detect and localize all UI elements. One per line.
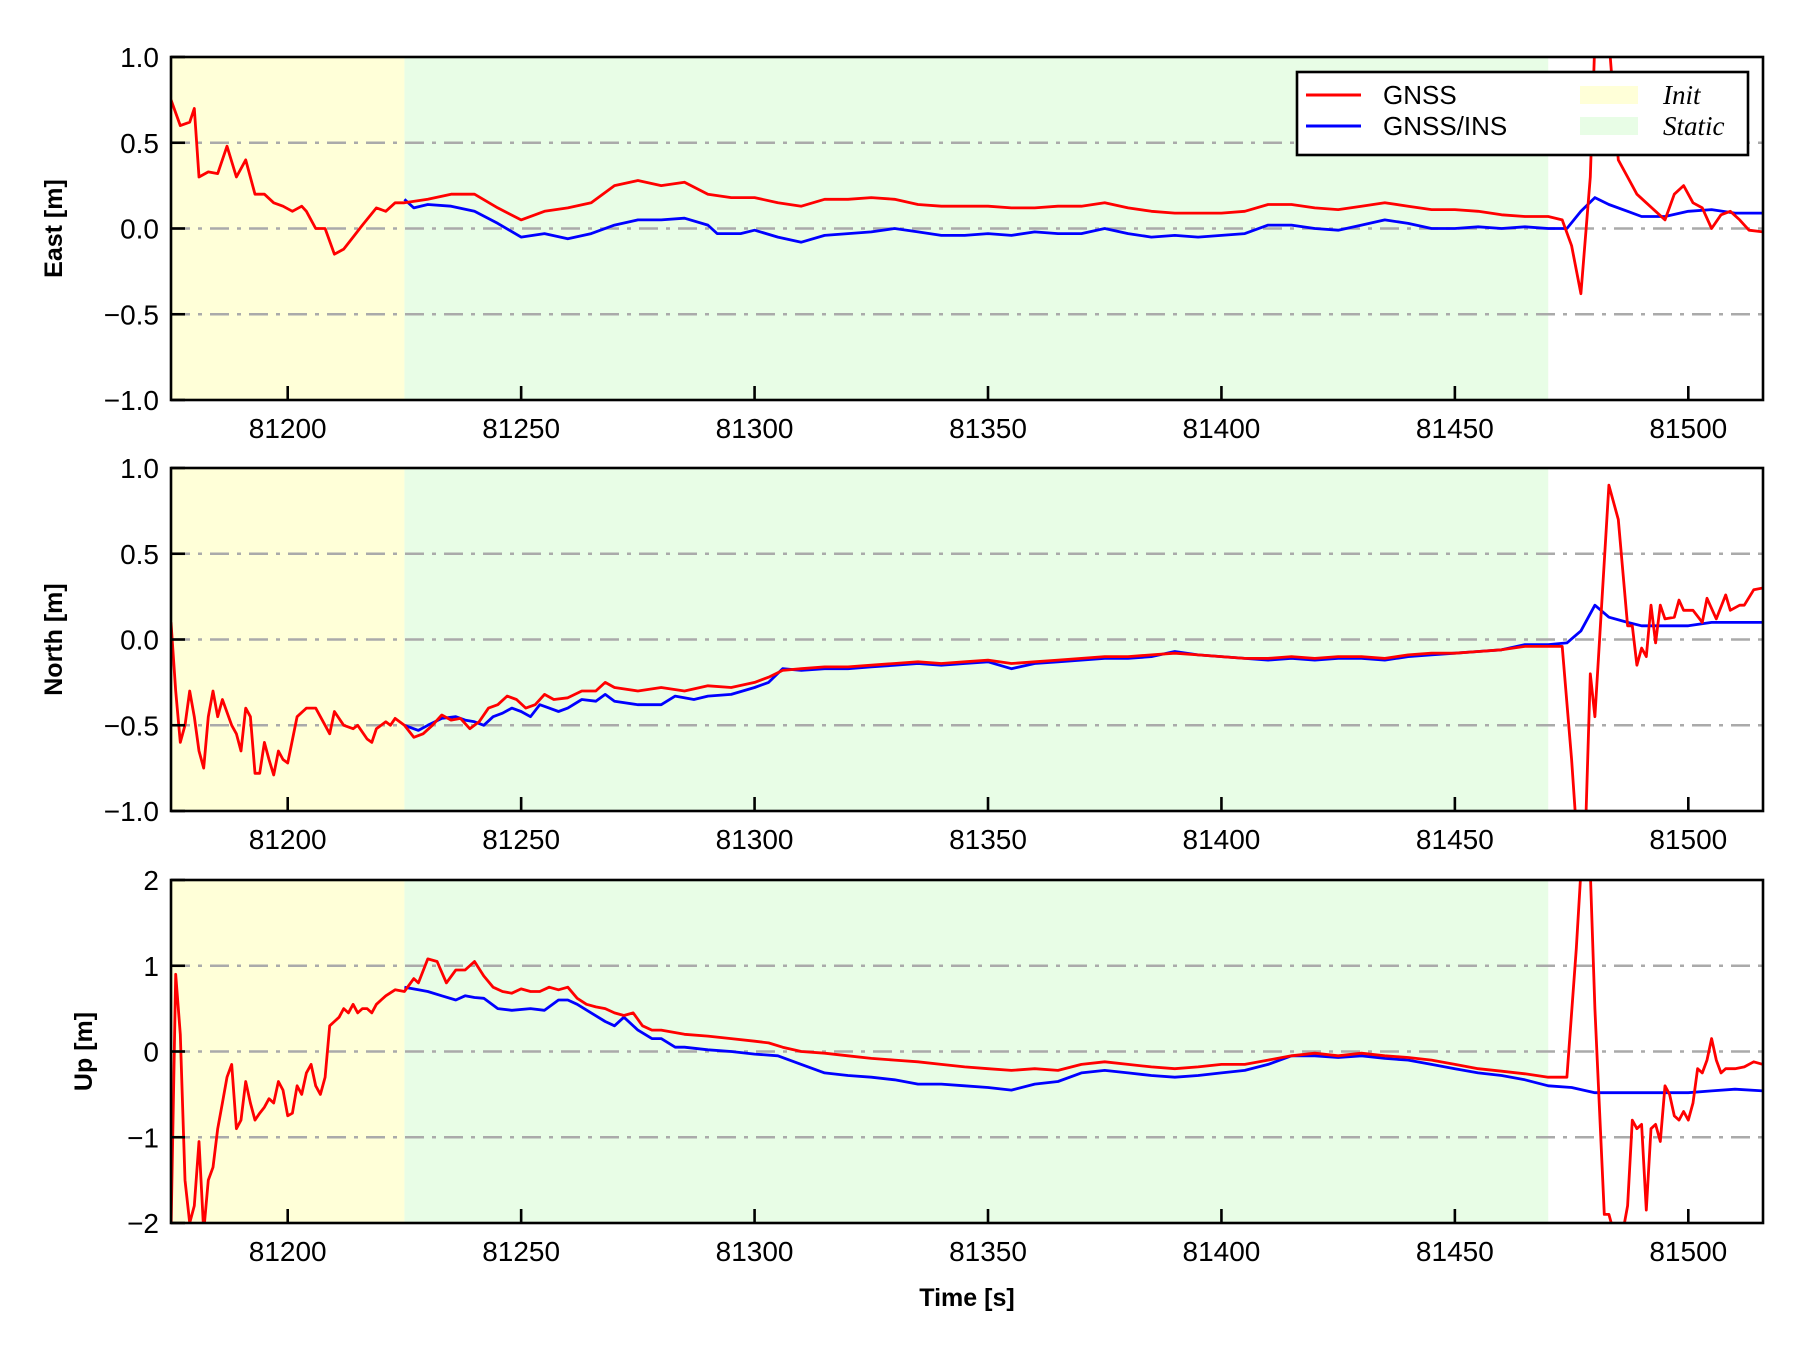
series-group — [171, 880, 1763, 1223]
series-line-gnss-ins — [404, 985, 1763, 1095]
x-tick-label: 81450 — [1416, 413, 1494, 444]
y-axis-label: North [m] — [40, 583, 68, 695]
y-tick-label: −0.5 — [104, 299, 159, 330]
x-tick-label: 81450 — [1416, 824, 1494, 855]
region-init — [171, 57, 405, 400]
x-tick-label: 81450 — [1416, 1236, 1494, 1267]
y-tick-label: 0.0 — [120, 214, 159, 245]
y-tick-label: 1 — [143, 951, 159, 982]
region-init — [171, 468, 405, 811]
x-tick-label: 81500 — [1649, 824, 1727, 855]
panel-up: −2 −1 0 1 2 81200 81250 81300 81350 81400 81450 815… — [70, 865, 1765, 1267]
legend-label: Static — [1663, 111, 1725, 141]
y-tick-label: 0.5 — [120, 128, 159, 159]
x-tick-label: 81300 — [716, 1236, 794, 1267]
x-tick-label: 81250 — [482, 824, 560, 855]
series-line-gnss-ins — [403, 196, 1763, 244]
series-group — [171, 57, 1763, 296]
x-tick-label: 81500 — [1649, 413, 1727, 444]
x-tick-label: 81400 — [1183, 413, 1261, 444]
x-tick-label: 81350 — [949, 1236, 1027, 1267]
y-tick-label: 2 — [143, 865, 159, 896]
series-line-gnss — [171, 57, 1763, 296]
x-tick-label: 81250 — [482, 1236, 560, 1267]
x-tick-label: 81500 — [1649, 1236, 1727, 1267]
y-tick-label: −0.5 — [104, 710, 159, 741]
y-tick-label: −1 — [127, 1122, 159, 1153]
legend-patch-static — [1580, 117, 1638, 135]
y-tick-label: 0.0 — [120, 625, 159, 656]
x-tick-label: 81350 — [949, 413, 1027, 444]
y-tick-label: −1.0 — [104, 385, 159, 416]
x-tick-label: 81200 — [249, 1236, 327, 1267]
x-tick-label: 81400 — [1183, 1236, 1261, 1267]
legend-label: GNSS/INS — [1383, 111, 1507, 141]
legend-patch-init — [1580, 86, 1638, 104]
legend-box — [1295, 70, 1750, 157]
legend-label: Init — [1662, 80, 1702, 110]
y-axis-label: East [m] — [40, 179, 68, 278]
x-tick-label: 81250 — [482, 413, 560, 444]
y-tick-label: −2 — [127, 1208, 159, 1239]
y-tick-label: −1.0 — [104, 796, 159, 827]
x-tick-label: 81200 — [249, 824, 327, 855]
legend-label: GNSS — [1383, 80, 1457, 110]
y-axis-label: Up [m] — [70, 1012, 98, 1091]
region-init — [171, 880, 405, 1223]
x-tick-label: 81300 — [716, 824, 794, 855]
series-line-gnss-ins — [403, 603, 1763, 732]
series-line-gnss — [171, 483, 1763, 811]
x-tick-label: 81300 — [716, 413, 794, 444]
y-tick-label: 0.5 — [120, 539, 159, 570]
panel-north: −1.0 −0.5 0.0 0.5 1.0 81200 81250 81300 81350 814… — [40, 453, 1765, 855]
y-tick-label: 1.0 — [120, 42, 159, 73]
series-group — [171, 483, 1763, 811]
x-tick-label: 81400 — [1183, 824, 1261, 855]
y-tick-label: 0 — [143, 1037, 159, 1068]
x-axis-label: Time [s] — [919, 1284, 1014, 1312]
series-line-gnss — [171, 880, 1763, 1223]
y-tick-label: 1.0 — [120, 453, 159, 484]
x-tick-label: 81350 — [949, 824, 1027, 855]
x-tick-label: 81200 — [249, 413, 327, 444]
